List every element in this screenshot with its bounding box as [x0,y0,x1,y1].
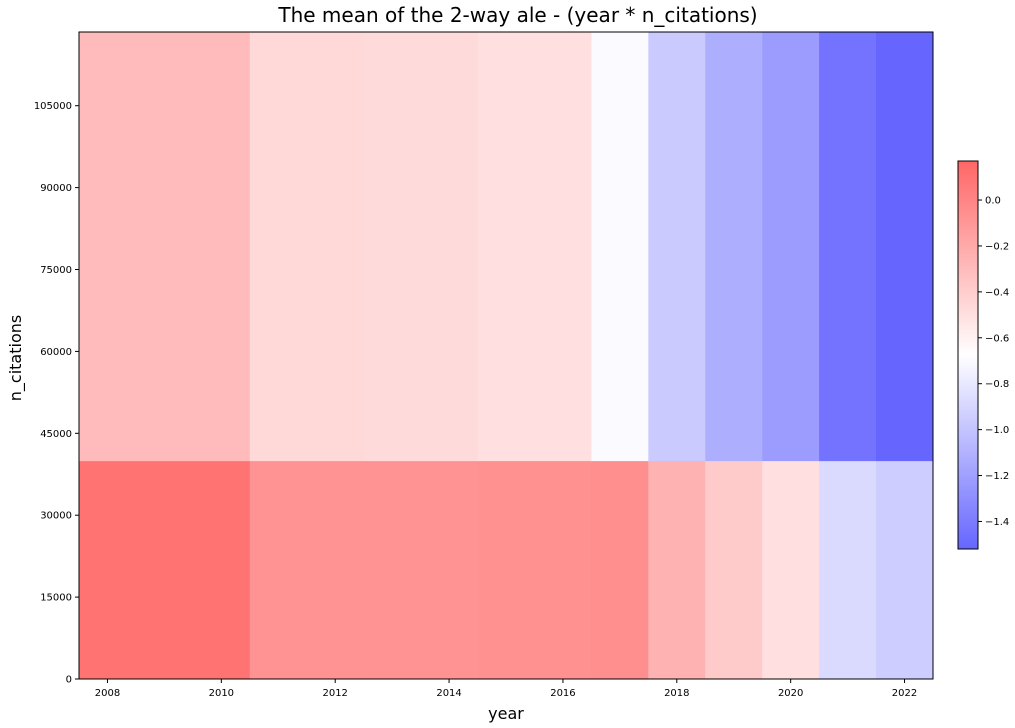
y-tick-label: 90000 [40,183,72,194]
y-tick-label: 30000 [40,511,72,522]
heatmap-cell [819,460,877,680]
colorbar-gradient [957,160,979,550]
x-tick-label: 2010 [209,688,234,699]
x-tick-label: 2022 [892,688,917,699]
colorbar-tick-label: −1.4 [985,517,1009,528]
x-tick-label: 2016 [550,688,575,699]
x-axis-label: year [488,704,524,723]
x-axis: 2008 2010 2012 2014 2016 2018 2020 2022 [95,679,917,699]
x-tick-label: 2018 [664,688,689,699]
y-axis: 0 15000 30000 45000 60000 75000 90000 105000 [34,101,79,686]
plot-frame [78,31,934,680]
heatmap-cell [79,460,251,680]
heatmap-cell [477,460,592,680]
colorbar-tick-label: 0.0 [985,196,1001,207]
colorbar-tick-label: −0.2 [985,241,1009,252]
heatmap-cell [648,32,706,462]
chart-title: The mean of the 2-way ale - (year * n_ci… [277,3,757,27]
y-tick-label: 0 [66,675,72,686]
x-tick-label: 2020 [778,688,803,699]
heatmap-cells [79,32,934,680]
heatmap-cell [705,32,763,462]
colorbar-tick-label: −1.0 [985,425,1009,436]
colorbar-tick-label: −1.2 [985,471,1009,482]
colorbar-tick-label: −0.8 [985,379,1009,390]
x-tick-label: 2012 [322,688,347,699]
y-axis-label: n_citations [6,315,26,401]
y-tick-label: 75000 [40,265,72,276]
colorbar-tick-label: −0.4 [985,287,1009,298]
heatmap-cell [705,460,763,680]
x-tick-label: 2014 [436,688,461,699]
y-tick-label: 45000 [40,429,72,440]
heatmap-cell [876,460,934,680]
colorbar-ticks: 0.0 −0.2 −0.4 −0.6 −0.8 −1.0 −1.2 −1.4 [978,196,1009,528]
heatmap-cell [762,32,820,462]
heatmap-cell [648,460,706,680]
x-tick-label: 2008 [95,688,120,699]
heatmap-cell [762,460,820,680]
colorbar-tick-label: −0.6 [985,333,1009,344]
heatmap-cell [79,32,251,462]
heatmap-cell [363,460,479,680]
heatmap-cell [591,32,649,462]
y-tick-label: 60000 [40,347,72,358]
heatmap-cell [591,460,649,680]
y-tick-label: 105000 [34,101,72,112]
heatmap-cell [363,32,479,462]
heatmap-cell [477,32,592,462]
heatmap-cell [819,32,877,462]
heatmap-cell [249,32,365,462]
heatmap-cell [249,460,365,680]
colorbar: 0.0 −0.2 −0.4 −0.6 −0.8 −1.0 −1.2 −1.4 [957,160,1009,550]
heatmap-cell [876,32,934,462]
y-tick-label: 15000 [40,593,72,604]
